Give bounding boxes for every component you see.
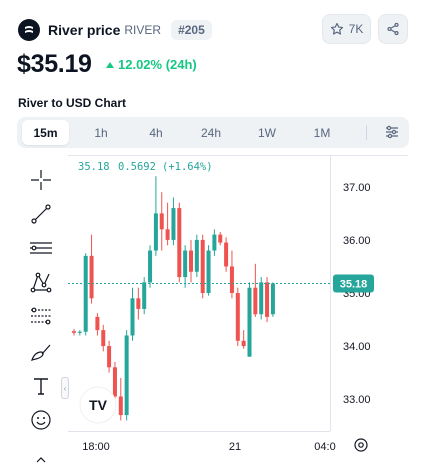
- candle-body: [265, 282, 270, 317]
- timeframe-tabs: 15m 1h 4h 24h 1W 1M: [17, 117, 409, 148]
- tab-15m[interactable]: 15m: [22, 120, 69, 145]
- star-icon: [330, 22, 343, 35]
- candle-body: [171, 208, 176, 240]
- horizontal-lines-icon[interactable]: [26, 236, 56, 260]
- tab-1m[interactable]: 1M: [313, 125, 331, 140]
- candle-body: [107, 346, 112, 368]
- tradingview-logo[interactable]: TV: [79, 386, 117, 424]
- time-axis-settings-icon[interactable]: [354, 438, 368, 452]
- candle-body: [95, 316, 100, 331]
- share-icon: [387, 22, 399, 36]
- candle-body: [189, 250, 193, 272]
- rank-badge: #205: [171, 20, 212, 40]
- candle-body: [165, 229, 170, 240]
- candle-body: [247, 287, 252, 357]
- crosshair-icon[interactable]: [26, 168, 56, 192]
- tab-4h[interactable]: 4h: [149, 125, 163, 140]
- coin-name: River price: [48, 22, 121, 38]
- coin-logo-icon: [18, 19, 40, 41]
- brush-icon[interactable]: [26, 340, 56, 364]
- candle-body: [130, 298, 135, 336]
- tradingview-logo-text: TV: [89, 397, 108, 413]
- tab-1w[interactable]: 1W: [258, 125, 276, 140]
- candle-body: [259, 282, 264, 315]
- candle-body: [112, 367, 117, 397]
- time-axis: 18:00 21 04:0: [82, 441, 335, 453]
- x-tick-label: 18:00: [82, 441, 110, 453]
- candle-body: [159, 213, 164, 230]
- text-icon[interactable]: [26, 374, 56, 398]
- current-price: $35.19: [17, 50, 92, 78]
- candle-body: [136, 298, 141, 309]
- candle-body: [148, 250, 153, 283]
- watchlist-button[interactable]: 7K: [322, 14, 371, 44]
- candle-body: [177, 208, 182, 278]
- trend-line-icon[interactable]: [26, 202, 56, 226]
- candle-body: [270, 283, 275, 315]
- tab-divider: [366, 125, 367, 140]
- candle-body: [118, 396, 123, 416]
- fib-levels-icon[interactable]: [26, 304, 56, 328]
- candle-body: [72, 331, 76, 333]
- y-tick-label: 36.00: [343, 235, 371, 247]
- up-triangle-icon: [106, 61, 114, 68]
- legend-change: 0.5692: [118, 161, 156, 173]
- coin-symbol: RIVER: [124, 23, 162, 37]
- y-tick-label: 34.00: [343, 341, 371, 353]
- price-chart[interactable]: 37.00 36.00 35.00 34.00 33.00 18:00 21 04:0 35…: [68, 155, 408, 471]
- current-price-label: 35.18: [340, 278, 368, 290]
- price-change-text: 12.02% (24h): [118, 57, 197, 72]
- legend-change-pct: (+1.64%): [162, 161, 213, 173]
- y-tick-label: 37.00: [343, 182, 371, 194]
- candles-group: [72, 176, 275, 421]
- toolbar-collapse-handle[interactable]: ‹: [61, 377, 69, 399]
- candle-body: [83, 255, 88, 332]
- watchlist-count: 7K: [348, 22, 364, 36]
- candle-body: [241, 340, 246, 347]
- chevron-up-icon[interactable]: [26, 448, 56, 471]
- share-button[interactable]: [378, 14, 408, 44]
- candle-body: [153, 213, 158, 251]
- y-tick-label: 33.00: [343, 394, 371, 406]
- candle-body: [89, 255, 94, 299]
- coin-header: River price RIVER #205: [18, 18, 212, 42]
- x-tick-label: 04:0: [314, 441, 335, 453]
- chart-title: River to USD Chart: [18, 96, 127, 110]
- candle-body: [229, 266, 234, 293]
- candle-body: [77, 331, 82, 333]
- current-price-badge: 35.18: [333, 274, 374, 293]
- price-change-24h: 12.02% (24h): [106, 57, 197, 72]
- candle-body: [253, 287, 258, 315]
- candle-body: [183, 250, 188, 278]
- tab-24h[interactable]: 24h: [200, 125, 222, 140]
- emoji-icon[interactable]: [26, 408, 56, 432]
- pattern-icon[interactable]: [26, 270, 56, 294]
- candle-body: [235, 293, 240, 341]
- candle-body: [124, 335, 129, 416]
- tab-1h[interactable]: 1h: [94, 125, 108, 140]
- candle-body: [206, 250, 211, 293]
- chart-settings-icon[interactable]: [385, 125, 399, 139]
- candle-body: [224, 242, 229, 267]
- candle-body: [194, 239, 199, 272]
- candle-body: [212, 234, 217, 251]
- candle-body: [101, 330, 106, 347]
- ohlc-legend: 35.18 0.5692 (+1.64%): [78, 161, 213, 173]
- candle-body: [200, 239, 205, 293]
- legend-close: 35.18: [78, 161, 110, 173]
- candle-body: [218, 234, 223, 243]
- x-tick-label: 21: [229, 441, 241, 453]
- candle-body: [142, 282, 147, 309]
